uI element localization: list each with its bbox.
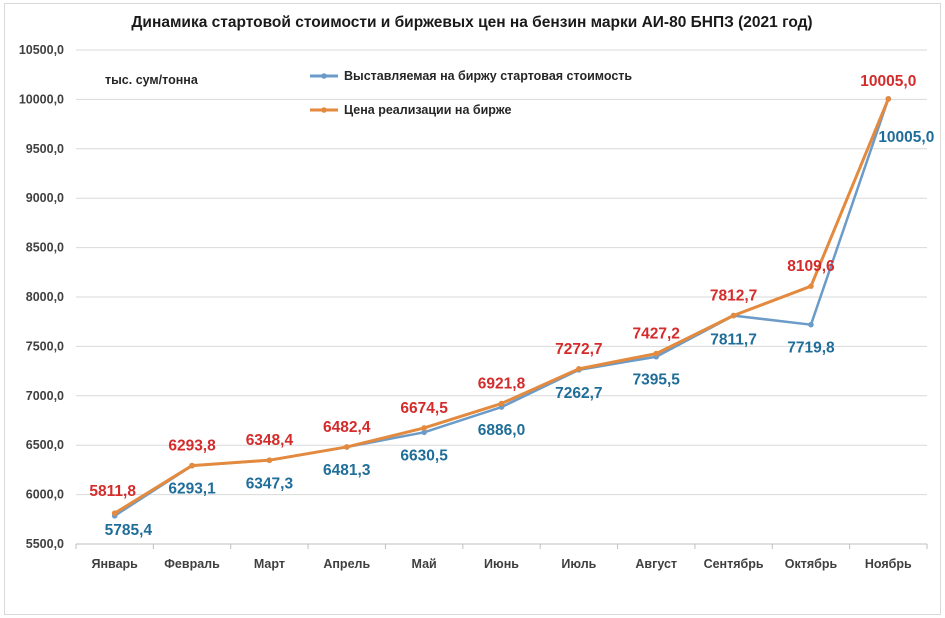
data-label-start-price: 6481,3: [323, 462, 371, 479]
y-tick-label: 10500,0: [19, 43, 64, 57]
data-label-sale-price: 7427,2: [633, 326, 680, 343]
chart-frame: [4, 3, 941, 615]
data-point: [653, 350, 660, 357]
data-label-sale-price: 7812,7: [710, 288, 757, 305]
data-label-sale-price: 6293,8: [168, 438, 216, 455]
y-tick-label: 6000,0: [26, 488, 64, 502]
data-label-start-price: 6886,0: [478, 422, 525, 439]
data-label-start-price: 7719,8: [787, 340, 835, 357]
data-label-sale-price: 7272,7: [555, 341, 602, 358]
data-point: [343, 444, 350, 450]
x-axis: Январь Февраль Март Апрель Май Июнь Июль Август…: [75, 543, 928, 571]
y-axis-ticks: 5500,0 6000,0 6500,0 7000,0 7500,0 8000,0 8500…: [19, 43, 64, 551]
data-label-start-price: 6347,3: [246, 475, 294, 492]
data-point: [885, 96, 892, 102]
data-label-sale-price: 6348,4: [246, 432, 294, 449]
y-tick-label: 5500,0: [26, 537, 64, 551]
data-label-sale-price: 5811,8: [89, 483, 136, 500]
x-tick-label: Июнь: [484, 557, 519, 571]
x-tick-label: Сентябрь: [704, 557, 764, 571]
data-point: [730, 312, 737, 319]
data-label-sale-price: 10005,0: [860, 73, 916, 90]
x-tick-label: Август: [635, 557, 677, 571]
legend-label: Выставляемая на биржу стартовая стоимост…: [344, 69, 632, 83]
y-tick-label: 8000,0: [26, 290, 64, 304]
legend-label: Цена реализации на бирже: [344, 103, 511, 117]
data-point: [266, 457, 273, 463]
data-point: [421, 425, 427, 431]
y-tick-label: 7500,0: [26, 339, 64, 353]
data-label-start-price: 10005,0: [878, 129, 934, 146]
data-point: [111, 510, 118, 516]
x-tick-label: Ноябрь: [865, 557, 912, 571]
data-label-start-price: 7262,7: [555, 385, 602, 402]
y-tick-label: 8500,0: [26, 241, 64, 255]
data-label-start-price: 7395,5: [633, 372, 681, 389]
data-label-sale-price: 6921,8: [478, 376, 526, 393]
series-line-2: [113, 98, 890, 515]
x-tick-label: Февраль: [164, 557, 220, 571]
legend: Выставляемая на биржу стартовая стоимост…: [310, 69, 632, 117]
x-tick-label: Май: [412, 557, 437, 571]
series-lines: [111, 96, 892, 519]
legend-marker: [321, 73, 327, 79]
data-label-start-price: 5785,4: [105, 522, 153, 539]
data-label-start-price: 6293,1: [168, 481, 216, 498]
data-labels: 5785,4 6293,1 6347,3 6481,3 6630,5 6886,0 7262…: [89, 73, 934, 539]
data-label-start-price: 7811,7: [710, 332, 757, 349]
data-point: [421, 429, 427, 436]
data-label-sale-price: 6482,4: [323, 419, 371, 436]
data-label-sale-price: 8109,6: [787, 258, 835, 275]
series-line-1: [114, 98, 890, 517]
data-point: [189, 462, 195, 469]
data-point: [808, 283, 814, 289]
x-tick-label: Июль: [561, 557, 596, 571]
data-label-sale-price: 6674,5: [400, 400, 448, 417]
y-tick-label: 6500,0: [26, 438, 64, 452]
data-point: [498, 400, 505, 407]
y-tick-label: 9500,0: [26, 142, 64, 156]
gridlines: [76, 49, 927, 545]
x-tick-label: Январь: [92, 557, 139, 571]
x-tick-label: Октябрь: [785, 557, 838, 571]
y-tick-label: 10000,0: [19, 92, 64, 106]
data-label-start-price: 6630,5: [400, 447, 448, 464]
data-point: [576, 366, 582, 372]
y-tick-label: 9000,0: [26, 191, 64, 205]
x-tick-label: Март: [254, 557, 285, 571]
chart-title: Динамика стартовой стоимости и биржевых …: [131, 14, 812, 31]
unit-label: тыс. сум/тонна: [105, 73, 199, 87]
data-point: [808, 321, 814, 328]
y-tick-label: 7000,0: [26, 389, 64, 403]
x-tick-label: Апрель: [323, 557, 370, 571]
legend-marker: [321, 107, 327, 113]
